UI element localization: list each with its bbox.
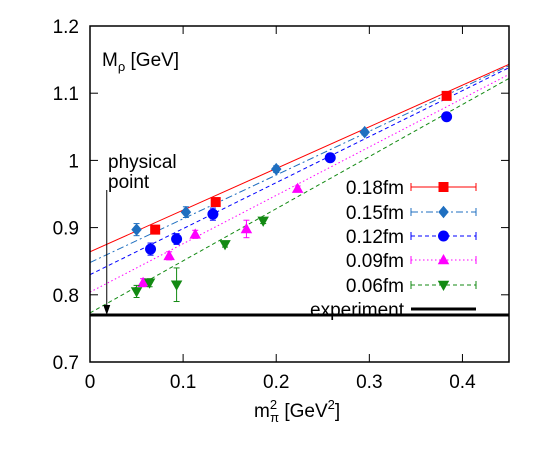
data-point: [257, 216, 269, 227]
series-1: [131, 125, 370, 237]
data-point: [441, 90, 452, 101]
legend-label: 0.12fm: [346, 227, 404, 248]
y-tick-label: 1.1: [53, 84, 79, 105]
y-axis-label-main: M: [102, 50, 118, 71]
data-point: [171, 233, 183, 245]
legend-marker: [437, 254, 450, 265]
legend-marker: [437, 280, 450, 291]
annotation-text-line: point: [108, 172, 150, 193]
legend-entry-2: 0.12fm: [346, 227, 477, 248]
y-axis-label-sub: ρ: [118, 59, 125, 74]
y-axis-label: Mρ [GeV]: [102, 50, 179, 74]
x-axis-label-unit-close: ]: [335, 401, 340, 422]
x-axis-label-sup: 2: [270, 397, 277, 412]
x-axis-label: m2 π [GeV2]: [254, 397, 340, 425]
y-axis-label-unit: [GeV]: [125, 50, 179, 71]
fit-line-3: [90, 73, 509, 293]
x-tick-label: 0.1: [170, 372, 196, 393]
data-point: [143, 278, 156, 289]
y-tick-label: 0.8: [53, 286, 79, 307]
x-axis-label-main: m: [254, 401, 270, 422]
series-0: [150, 90, 452, 235]
y-axis-label-group: Mρ [GeV]: [102, 50, 179, 74]
data-point: [131, 223, 142, 236]
data-point: [291, 182, 304, 193]
data-point: [324, 152, 336, 164]
x-axis-label-sub: π: [270, 410, 279, 425]
data-point: [150, 224, 161, 235]
data-point: [219, 240, 231, 251]
data-point: [145, 243, 157, 255]
data-point: [270, 162, 282, 176]
y-tick-label: 0.9: [53, 219, 79, 240]
y-tick-label: 1.2: [53, 17, 79, 38]
annotation-text-line: physical: [108, 152, 177, 173]
legend-entry-3: 0.09fm: [346, 251, 477, 272]
legend-marker: [438, 230, 449, 242]
x-axis-label-unit: [GeV: [279, 401, 328, 422]
legend-marker: [438, 205, 449, 219]
legend-label: 0.15fm: [346, 203, 404, 224]
x-axis-label-group: m2 π [GeV2]: [254, 397, 340, 425]
data-points: [130, 90, 453, 303]
fit-line-0: [90, 63, 509, 253]
data-point: [180, 205, 192, 219]
legend-entry-1: 0.15fm: [346, 203, 477, 224]
x-tick-label: 0.2: [263, 372, 289, 393]
legend-entry-4: 0.06fm: [346, 276, 477, 297]
legend-marker: [438, 182, 449, 192]
annotation-arrow-head: [103, 304, 111, 315]
y-tick-label: 0.7: [53, 353, 79, 374]
legend-entry-0: 0.18fm: [346, 178, 477, 199]
data-point: [170, 280, 183, 291]
legend-entry-experiment: experiment: [310, 300, 476, 321]
plot-frame: [89, 25, 510, 363]
data-point: [189, 228, 201, 239]
series-2: [145, 111, 453, 256]
data-point: [441, 111, 453, 123]
y-tick-label: 1: [68, 151, 79, 172]
data-point: [163, 249, 175, 261]
legend-label: experiment: [310, 300, 405, 321]
data-point: [207, 208, 219, 220]
fit-line-4: [90, 77, 509, 314]
x-tick-label: 0.4: [449, 372, 476, 393]
x-tick-label: 0: [85, 372, 96, 393]
legend-label: 0.06fm: [346, 276, 404, 297]
data-point: [359, 125, 370, 139]
legend: 0.18fm 0.15fm 0.12fm 0.09fm 0.06fm experiment: [310, 178, 477, 321]
data-point: [240, 222, 253, 234]
data-point: [210, 197, 221, 208]
x-tick-label: 0.3: [356, 372, 382, 393]
axis-ticks: 0 0.1 0.2 0.3 0.4 0.7 0.8 0.9 1 1.1 1.2: [53, 17, 509, 393]
series-3: [137, 182, 304, 288]
legend-label: 0.09fm: [346, 251, 404, 272]
fit-line-2: [90, 67, 509, 276]
data-point: [130, 287, 143, 298]
x-axis-label-unit-sup: 2: [328, 397, 335, 412]
data-point: [137, 276, 149, 287]
legend-label: 0.18fm: [346, 178, 404, 199]
series-4: [130, 216, 269, 303]
